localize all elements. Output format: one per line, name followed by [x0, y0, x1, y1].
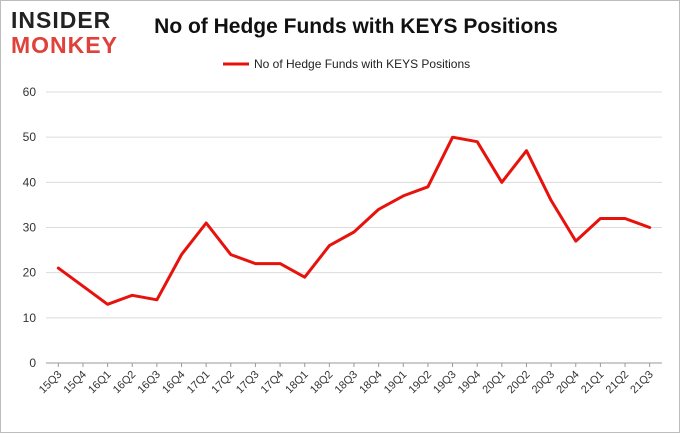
chart-title: No of Hedge Funds with KEYS Positions — [154, 15, 558, 38]
x-tick-label: 19Q1 — [382, 369, 410, 397]
y-tick-label: 0 — [29, 356, 36, 370]
x-tick-label: 16Q2 — [111, 369, 139, 397]
x-tick-label: 19Q4 — [456, 369, 484, 397]
x-tick-label: 16Q3 — [135, 369, 163, 397]
y-axis-ticks: 0 10 20 30 40 50 60 — [23, 85, 37, 370]
x-tick-label: 21Q3 — [628, 369, 656, 397]
x-tick-label: 17Q3 — [234, 369, 262, 397]
y-tick-label: 40 — [23, 175, 37, 189]
x-tick-label: 17Q4 — [259, 369, 287, 397]
x-tick-label: 18Q3 — [333, 369, 361, 397]
x-tick-label: 16Q4 — [160, 369, 188, 397]
legend-label: No of Hedge Funds with KEYS Positions — [254, 57, 470, 71]
logo-line-1: INSIDER — [11, 7, 112, 33]
x-tick-label: 21Q2 — [604, 369, 632, 397]
y-tick-label: 20 — [23, 266, 37, 280]
x-tick-label: 20Q1 — [480, 369, 508, 397]
x-tick-label: 21Q1 — [579, 369, 607, 397]
x-tick-label: 19Q3 — [431, 369, 459, 397]
x-tick-label: 18Q1 — [283, 369, 311, 397]
insider-monkey-logo: INSIDER MONKEY — [9, 7, 129, 59]
legend: No of Hedge Funds with KEYS Positions — [223, 57, 470, 71]
y-tick-label: 30 — [23, 221, 37, 235]
x-tick-label: 15Q4 — [62, 369, 90, 397]
x-tick-label: 17Q2 — [209, 369, 237, 397]
x-tick-label: 20Q2 — [505, 369, 533, 397]
y-tick-label: 50 — [23, 130, 37, 144]
gridlines — [46, 91, 662, 364]
y-tick-label: 60 — [23, 85, 37, 99]
y-tick-label: 10 — [23, 311, 37, 325]
logo-line-2: MONKEY — [11, 32, 118, 58]
series-line — [56, 135, 652, 306]
x-tick-label: 17Q1 — [185, 369, 213, 397]
x-tick-label: 19Q2 — [407, 369, 435, 397]
x-tick-label: 18Q2 — [308, 369, 336, 397]
x-axis-ticks: 15Q315Q416Q116Q216Q316Q417Q117Q217Q317Q4… — [37, 363, 656, 396]
x-tick-label: 20Q4 — [554, 369, 582, 397]
x-tick-label: 16Q1 — [86, 369, 114, 397]
x-tick-label: 20Q3 — [530, 369, 558, 397]
x-tick-label: 15Q3 — [37, 369, 65, 397]
x-tick-label: 18Q4 — [357, 369, 385, 397]
